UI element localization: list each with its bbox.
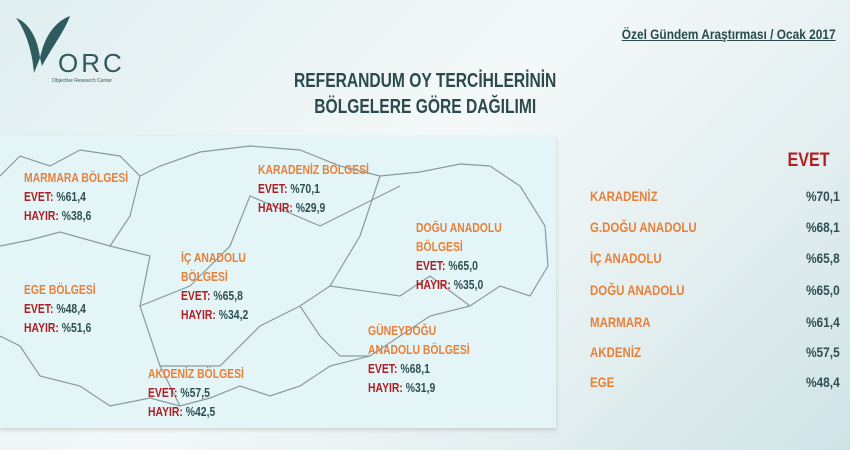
evet-value: %61,4	[56, 189, 86, 204]
hayir-value: %38,6	[61, 208, 92, 223]
table-row: İÇ ANADOLU %65,8	[590, 250, 840, 274]
row-name: AKDENİZ	[590, 344, 642, 360]
region-name: EGE BÖLGESİ	[24, 282, 96, 297]
hayir-label: HAYIR:	[24, 320, 59, 335]
evet-label: EVET:	[24, 189, 54, 204]
page-title: REFERANDUM OY TERCİHLERİNİN BÖLGELERE GÖ…	[0, 68, 850, 120]
hayir-value: %35,0	[453, 277, 484, 292]
region-ege: EGE BÖLGESİ EVET: %48,4 HAYIR: %51,6	[24, 280, 96, 337]
row-value: %65,8	[806, 250, 840, 266]
region-name: BÖLGESİ	[181, 269, 228, 284]
title-line-2: BÖLGELERE GÖRE DAĞILIMI	[314, 96, 536, 118]
hayir-label: HAYIR:	[258, 200, 293, 215]
map-outline	[0, 145, 549, 407]
row-name: İÇ ANADOLU	[590, 250, 662, 266]
region-name: ANADOLU BÖLGESİ	[368, 342, 470, 357]
evet-value: %65,0	[448, 258, 478, 273]
row-name: G.DOĞU ANADOLU	[590, 219, 697, 235]
evet-value: %57,5	[180, 385, 210, 400]
evet-value: %70,1	[290, 181, 320, 196]
hayir-label: HAYIR:	[181, 307, 216, 322]
evet-label: EVET:	[148, 385, 178, 400]
table-row: EGE %48,4	[590, 374, 840, 398]
turkey-region-map: MARMARA BÖLGESİ EVET: %61,4 HAYIR: %38,6…	[0, 136, 556, 428]
row-value: %57,5	[806, 344, 840, 360]
survey-title: Özel Gündem Araştırması / Ocak 2017	[622, 26, 836, 42]
row-value: %68,1	[806, 219, 840, 235]
leaf-logo-icon	[16, 16, 70, 73]
hayir-value: %51,6	[61, 320, 92, 335]
hayir-value: %42,5	[185, 404, 216, 419]
evet-label: EVET:	[24, 301, 54, 316]
hayir-value: %31,9	[405, 380, 436, 395]
region-name: KARADENİZ BÖLGESİ	[258, 162, 369, 177]
ranking-header: EVET	[787, 150, 830, 171]
region-name: İÇ ANADOLU	[181, 250, 246, 265]
region-name: GÜNEYDOĞU	[368, 323, 437, 338]
hayir-value: %34,2	[218, 307, 249, 322]
row-name: EGE	[590, 374, 615, 390]
region-name: AKDENİZ BÖLGESİ	[148, 366, 244, 381]
region-name: MARMARA BÖLGESİ	[24, 170, 129, 185]
hayir-label: HAYIR:	[24, 208, 59, 223]
table-row: DOĞU ANADOLU %65,0	[590, 282, 840, 306]
row-name: MARMARA	[590, 314, 651, 330]
logo-subtitle: Objective Research Center	[52, 78, 113, 84]
region-akdeniz: AKDENİZ BÖLGESİ EVET: %57,5 HAYIR: %42,5	[148, 364, 244, 421]
region-guneydogu-anadolu: GÜNEYDOĞU ANADOLU BÖLGESİ EVET: %68,1 HA…	[368, 321, 470, 397]
region-name: BÖLGESİ	[416, 239, 463, 254]
row-value: %70,1	[806, 188, 840, 204]
row-value: %61,4	[806, 314, 840, 330]
region-dogu-anadolu: DOĞU ANADOLU BÖLGESİ EVET: %65,0 HAYIR: …	[416, 218, 502, 294]
evet-value: %68,1	[400, 361, 430, 376]
hayir-label: HAYIR:	[148, 404, 183, 419]
evet-label: EVET:	[416, 258, 446, 273]
region-name: DOĞU ANADOLU	[416, 220, 502, 235]
table-row: G.DOĞU ANADOLU %68,1	[590, 219, 840, 243]
evet-label: EVET:	[368, 361, 398, 376]
logo-text: ORC	[58, 48, 125, 78]
row-name: DOĞU ANADOLU	[590, 282, 685, 298]
evet-label: EVET:	[258, 181, 288, 196]
hayir-value: %29,9	[295, 200, 326, 215]
row-value: %48,4	[806, 374, 840, 390]
table-row: AKDENİZ %57,5	[590, 344, 840, 368]
hayir-label: HAYIR:	[416, 277, 451, 292]
region-marmara: MARMARA BÖLGESİ EVET: %61,4 HAYIR: %38,6	[24, 168, 128, 225]
row-name: KARADENİZ	[590, 188, 658, 204]
evet-value: %48,4	[56, 301, 86, 316]
region-karadeniz: KARADENİZ BÖLGESİ EVET: %70,1 HAYIR: %29…	[258, 160, 369, 217]
evet-value: %65,8	[213, 288, 243, 303]
hayir-label: HAYIR:	[368, 380, 403, 395]
row-value: %65,0	[806, 282, 840, 298]
table-row: MARMARA %61,4	[590, 314, 840, 338]
orc-logo: ORC Objective Research Center	[14, 8, 154, 84]
table-row: KARADENİZ %70,1	[590, 188, 840, 212]
region-ic-anadolu: İÇ ANADOLU BÖLGESİ EVET: %65,8 HAYIR: %3…	[181, 248, 248, 324]
evet-label: EVET:	[181, 288, 211, 303]
title-line-1: REFERANDUM OY TERCİHLERİNİN	[293, 70, 557, 92]
